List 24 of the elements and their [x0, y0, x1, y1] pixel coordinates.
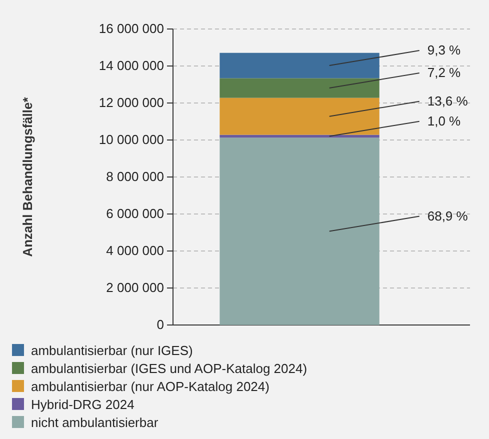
- y-tick-label: 8 000 000: [106, 169, 164, 184]
- bar: [220, 52, 380, 78]
- annotation: 13,6 %: [427, 93, 468, 108]
- annotation: 9,3 %: [427, 42, 462, 58]
- y-tick-label: 16 000 000: [98, 21, 164, 36]
- bar: [220, 78, 380, 98]
- legend-label: nicht ambulantisierbar: [31, 415, 159, 430]
- bar: [220, 98, 380, 135]
- y-axis-title: Anzahl Behandlungsfälle*: [20, 96, 35, 257]
- y-tick-label: 4 000 000: [106, 243, 164, 258]
- legend-label: ambulantisierbar (nur IGES): [31, 343, 193, 358]
- bar: [220, 138, 380, 325]
- y-tick-label: 10 000 000: [98, 132, 164, 148]
- annotation: 7,2 %: [427, 65, 462, 80]
- y-tick-label: 14 000 000: [98, 58, 164, 74]
- legend-label: ambulantisierbar (IGES und AOP-Katalog 2024): [31, 361, 308, 376]
- y-tick-label: 12 000 000: [98, 95, 164, 110]
- annotation: 68,9 %: [427, 208, 468, 224]
- legend-label: Hybrid-DRG 2024: [31, 397, 134, 412]
- y-tick-label: 0: [156, 317, 164, 332]
- y-tick-label: 6 000 000: [106, 206, 164, 222]
- y-tick-label: 2 000 000: [106, 280, 164, 296]
- annotation: 1,0 %: [427, 113, 462, 128]
- legend-label: ambulantisierbar (nur AOP-Katalog 2024): [31, 379, 270, 394]
